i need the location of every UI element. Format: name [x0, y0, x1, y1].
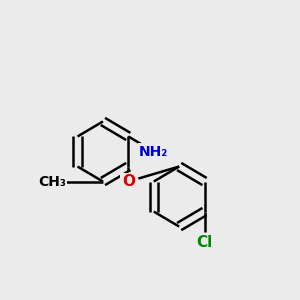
Text: Cl: Cl — [196, 235, 213, 250]
Text: NH₂: NH₂ — [139, 145, 168, 158]
Text: O: O — [122, 174, 135, 189]
Text: CH₃: CH₃ — [38, 175, 66, 188]
